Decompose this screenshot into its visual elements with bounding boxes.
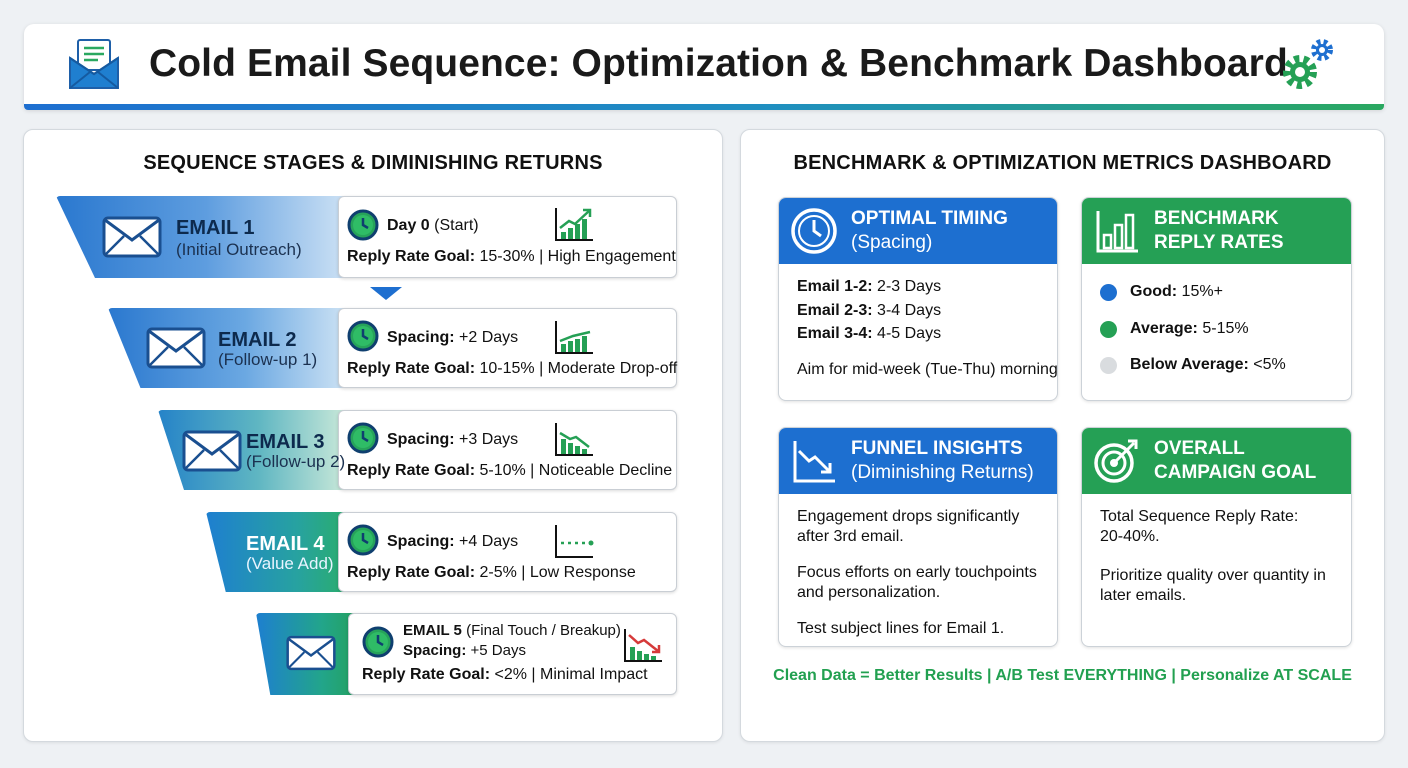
card-subtitle: (Diminishing Returns) [851,462,1034,483]
stage-name: EMAIL 3 [246,431,325,453]
declining-trend-icon [793,441,835,483]
envelope-icon [182,430,242,472]
gears-icon [1283,39,1333,89]
card-title: BENCHMARK [1154,208,1279,229]
stage-email-5: EMAIL 5 (Final Touch / Breakup) Spacing:… [256,613,677,695]
card-header [779,428,1057,494]
card-subtitle: (Spacing) [851,232,933,253]
stage-subtitle: (Initial Outreach) [176,240,302,259]
stage-subtitle: (Follow-up 2) [246,452,346,471]
declining-chart-icon [555,423,593,456]
stage-timing: Spacing: +4 Days [387,533,519,550]
card-header [1082,428,1351,494]
flat-bar-chart-icon [555,321,593,354]
stage-subtitle: (Value Add) [246,554,334,573]
card-title: OVERALL [1154,438,1245,459]
insight-text: and personalization. [797,584,941,601]
card-title-line2: REPLY RATES [1154,232,1284,253]
stage-timing: Spacing: +2 Days [387,329,519,346]
card-title: FUNNEL INSIGHTS [851,438,1023,459]
stage-timing: Day 0 (Start) [387,217,479,234]
panel-title: BENCHMARK & OPTIMIZATION METRICS DASHBOA… [793,152,1332,174]
stage-name-line: EMAIL 5 (Final Touch / Breakup) [403,622,621,639]
stage-email-1: EMAIL 1 (Initial Outreach) Day 0 (Start)… [56,196,677,278]
stage-email-4: EMAIL 4 (Value Add) Spacing: +4 Days Rep… [206,512,677,592]
insight-text: Focus efforts on early touchpoints [797,564,1037,581]
envelope-icon [286,635,336,671]
funnel-insights-card: FUNNEL INSIGHTS (Diminishing Returns) En… [778,427,1058,647]
goal-text: Prioritize quality over quantity in [1100,567,1326,584]
card-title: OPTIMAL TIMING [851,208,1008,229]
stage-reply-goal: Reply Rate Goal: 5-10% | Noticeable Decl… [347,462,673,479]
goal-text: later emails. [1100,587,1187,604]
stage-card [348,613,677,695]
goal-text: Total Sequence Reply Rate: [1100,508,1299,525]
stage-name: EMAIL 2 [218,329,297,351]
benchmark-reply-rates-card: BENCHMARK REPLY RATES Good: 15%+ Average… [1081,197,1352,401]
card-header [779,198,1057,264]
target-icon [1094,439,1138,483]
envelope-open-icon [69,39,119,89]
stage-email-3: EMAIL 3 (Follow-up 2) Spacing: +3 Days R… [158,410,677,490]
clock-icon [347,209,379,241]
stage-card [338,308,677,388]
stage-reply-goal: Reply Rate Goal: <2% | Minimal Impact [362,666,648,683]
benchmark-row: Average: 5-15% [1130,320,1249,337]
timing-row: Email 3-4: 4-5 Days [797,325,942,342]
clock-icon [347,422,379,454]
envelope-icon [102,216,162,258]
clock-icon [362,626,394,658]
optimal-timing-card: OPTIMAL TIMING (Spacing) Email 1-2: 2-3 … [778,197,1058,401]
clock-icon [791,208,837,254]
page-title: Cold Email Sequence: Optimization & Benc… [149,42,1288,85]
clock-icon [347,320,379,352]
clock-icon [347,524,379,556]
stage-reply-goal: Reply Rate Goal: 10-15% | Moderate Drop-… [347,360,678,377]
stage-email-2: EMAIL 2 (Follow-up 1) Spacing: +2 Days R… [108,308,677,388]
benchmark-row: Good: 15%+ [1130,283,1223,300]
flat-line-chart-icon [555,525,594,558]
stage-name: EMAIL 4 [246,533,325,555]
average-indicator-dot [1100,321,1117,338]
header-accent-bar [24,104,1384,110]
card-title-line2: CAMPAIGN GOAL [1154,462,1317,483]
timing-row: Email 2-3: 3-4 Days [797,302,942,319]
footer-tagline: Clean Data = Better Results | A/B Test E… [773,667,1352,684]
flow-arrow [370,287,402,300]
stage-reply-goal: Reply Rate Goal: 15-30% | High Engagemen… [347,248,676,265]
stage-reply-goal: Reply Rate Goal: 2-5% | Low Response [347,564,636,581]
panel-title: SEQUENCE STAGES & DIMINISHING RETURNS [143,152,603,174]
below-average-indicator-dot [1100,357,1117,374]
good-indicator-dot [1100,284,1117,301]
metrics-dashboard-panel: BENCHMARK & OPTIMIZATION METRICS DASHBOA… [740,129,1385,742]
insight-text: Engagement drops significantly [797,508,1020,525]
stage-name: EMAIL 1 [176,217,255,239]
stage-timing: Spacing: +3 Days [387,431,519,448]
bar-chart-icon [1096,211,1138,253]
insight-text: after 3rd email. [797,528,904,545]
stage-card [338,196,677,278]
stage-card [338,410,677,490]
insight-text: Test subject lines for Email 1. [797,620,1005,637]
header: Cold Email Sequence: Optimization & Benc… [24,24,1384,110]
envelope-icon [146,327,206,369]
timing-note: Aim for mid-week (Tue-Thu) mornings. [797,361,1058,378]
goal-text: 20-40%. [1100,528,1160,545]
timing-row: Email 1-2: 2-3 Days [797,278,942,295]
stage-tab [206,512,358,592]
stage-timing: Spacing: +5 Days [403,642,526,659]
campaign-goal-card: OVERALL CAMPAIGN GOAL Total Sequence Rep… [1081,427,1352,647]
stage-card [338,512,677,592]
falling-chart-icon [624,629,662,662]
benchmark-row: Below Average: <5% [1130,356,1286,373]
stage-subtitle: (Follow-up 1) [218,350,318,369]
rising-chart-icon [555,208,593,241]
